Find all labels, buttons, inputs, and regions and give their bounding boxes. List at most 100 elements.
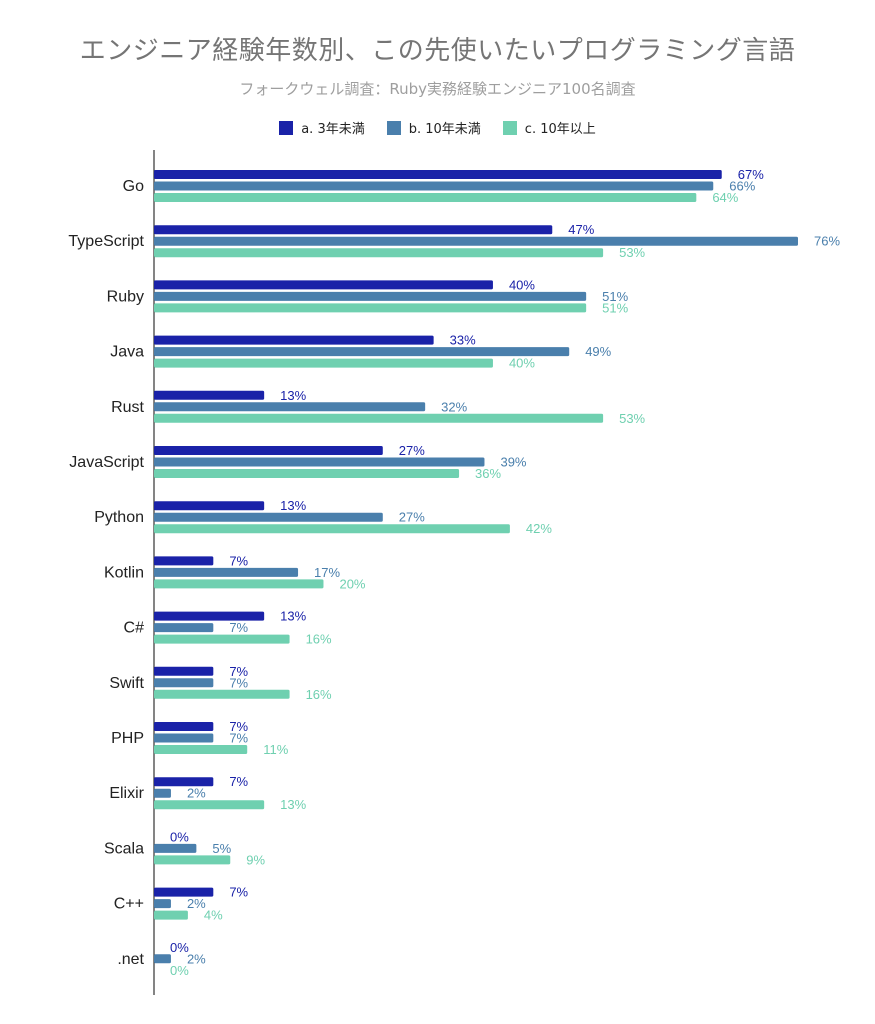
- data-label: 7%: [229, 664, 248, 679]
- data-label: 7%: [229, 719, 248, 734]
- bar: [154, 556, 214, 566]
- bar: [154, 855, 231, 865]
- bar: [154, 280, 493, 290]
- legend-swatch-c: [502, 120, 517, 135]
- data-label: 51%: [602, 300, 628, 315]
- category-label: Python: [94, 509, 144, 526]
- data-label: 2%: [187, 896, 206, 911]
- category-label: C#: [124, 620, 145, 637]
- data-label: 7%: [229, 731, 248, 746]
- data-label: 39%: [500, 455, 526, 470]
- bar: [154, 623, 214, 633]
- bar: [154, 347, 570, 357]
- data-label: 40%: [509, 277, 535, 292]
- data-label: 7%: [229, 553, 248, 568]
- legend-item-c: c. 10年以上: [502, 118, 596, 137]
- data-label: 51%: [602, 289, 628, 304]
- data-label: 2%: [187, 951, 206, 966]
- bar: [154, 413, 604, 423]
- data-label: 42%: [526, 521, 552, 536]
- legend: a. 3年未満 b. 10年未満 c. 10年以上: [0, 118, 875, 137]
- data-label: 0%: [170, 940, 189, 955]
- category-label: Java: [110, 344, 144, 361]
- data-label: 27%: [399, 443, 425, 458]
- data-label: 0%: [170, 963, 189, 978]
- bar: [154, 524, 510, 534]
- data-label: 5%: [212, 841, 231, 856]
- data-label: 4%: [204, 908, 223, 923]
- category-label: Swift: [109, 675, 144, 692]
- bar: [154, 469, 460, 478]
- bar: [154, 358, 493, 368]
- data-label: 13%: [280, 797, 306, 812]
- legend-item-a: a. 3年未満: [279, 118, 365, 137]
- data-label: 47%: [568, 222, 594, 237]
- bar: [154, 611, 265, 621]
- data-label: 27%: [399, 510, 425, 525]
- data-label: 36%: [475, 466, 501, 481]
- category-label: Elixir: [109, 785, 144, 802]
- bar: [154, 567, 299, 577]
- bar: [154, 303, 587, 313]
- bar: [154, 954, 171, 964]
- data-label: 9%: [246, 852, 265, 867]
- data-label: 49%: [585, 344, 611, 359]
- bar: [154, 800, 265, 810]
- bar: [154, 843, 197, 853]
- bar: [154, 457, 485, 467]
- bar: [154, 887, 214, 897]
- bar: [154, 291, 587, 301]
- category-label: Go: [123, 178, 144, 195]
- data-label: 33%: [450, 333, 476, 348]
- legend-swatch-b: [386, 120, 401, 135]
- data-label: 53%: [619, 245, 645, 260]
- data-label: 7%: [229, 885, 248, 900]
- legend-swatch-a: [279, 120, 294, 135]
- data-label: 7%: [229, 774, 248, 789]
- bar: [154, 512, 383, 522]
- bar: [154, 777, 214, 787]
- bar: [154, 733, 214, 743]
- data-label: 32%: [441, 399, 467, 414]
- bar: [154, 170, 722, 179]
- bar: [154, 225, 553, 235]
- data-label: 16%: [306, 687, 332, 702]
- bar: [154, 193, 697, 202]
- category-label: Kotlin: [104, 564, 144, 581]
- data-label: 67%: [738, 167, 764, 182]
- bar: [154, 579, 324, 589]
- data-label: 13%: [280, 609, 306, 624]
- data-label: 64%: [712, 190, 738, 205]
- category-label: C++: [114, 896, 144, 913]
- data-label: 2%: [187, 786, 206, 801]
- bar: [154, 181, 714, 191]
- data-label: 13%: [280, 498, 306, 513]
- chart-subtitle: フォークウェル調査：Ruby実務経験エンジニア100名調査: [239, 80, 636, 98]
- category-label: PHP: [111, 730, 144, 747]
- data-label: 16%: [306, 632, 332, 647]
- category-label: Ruby: [107, 288, 144, 305]
- bar: [154, 402, 426, 412]
- legend-label-b: b. 10年未満: [408, 122, 481, 137]
- data-label: 20%: [339, 576, 365, 591]
- bar: [154, 501, 265, 511]
- category-label: Rust: [111, 399, 144, 416]
- category-label: JavaScript: [69, 454, 144, 471]
- data-label: 53%: [619, 411, 645, 426]
- chart-title: エンジニア経験年数別、この先使いたいプログラミング言語: [79, 36, 796, 66]
- bar: [154, 788, 171, 798]
- data-label: 13%: [280, 388, 306, 403]
- category-label: Scala: [104, 840, 144, 857]
- data-label: 40%: [509, 356, 535, 371]
- bar: [154, 678, 214, 688]
- data-label: 76%: [814, 234, 840, 249]
- data-label: 17%: [314, 565, 340, 580]
- bar: [154, 745, 248, 754]
- legend-label-c: c. 10年以上: [524, 122, 596, 137]
- bar: [154, 722, 214, 731]
- legend-label-a: a. 3年未満: [301, 122, 365, 137]
- bar: [154, 899, 171, 909]
- data-label: 66%: [729, 179, 755, 194]
- bar: [154, 666, 214, 676]
